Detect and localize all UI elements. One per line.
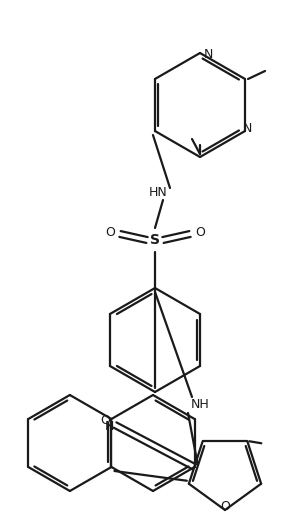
Text: O: O	[105, 225, 115, 238]
Text: O: O	[220, 501, 230, 513]
Text: N: N	[105, 421, 114, 433]
Text: O: O	[195, 225, 205, 238]
Text: N: N	[203, 49, 213, 61]
Text: NH: NH	[191, 398, 209, 411]
Text: HN: HN	[148, 185, 167, 199]
Text: N: N	[242, 122, 252, 136]
Text: O: O	[100, 413, 110, 427]
Text: S: S	[150, 233, 160, 247]
